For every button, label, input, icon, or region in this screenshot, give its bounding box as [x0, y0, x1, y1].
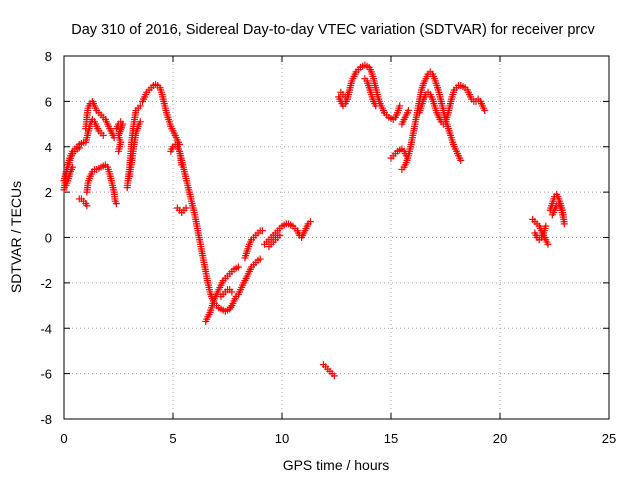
data-point [258, 227, 266, 235]
data-point [542, 222, 550, 230]
y-tick-label: 6 [45, 94, 52, 109]
data-point [227, 303, 235, 311]
data-points [60, 61, 568, 380]
grid-lines [64, 56, 609, 419]
y-tick-label: -8 [40, 412, 52, 427]
data-point [136, 118, 144, 126]
y-tick-label: 4 [45, 140, 52, 155]
chart-title: Day 310 of 2016, Sidereal Day-to-day VTE… [71, 22, 595, 38]
data-point [544, 240, 552, 248]
y-tick-label: 2 [45, 185, 52, 200]
x-tick-label: 0 [60, 431, 67, 446]
y-tick-label: 0 [45, 231, 52, 246]
data-point [228, 288, 236, 296]
data-point [115, 147, 122, 155]
x-axis-label: GPS time / hours [283, 457, 390, 473]
data-point [396, 102, 404, 110]
data-point [343, 91, 351, 99]
data-point [83, 202, 91, 210]
data-point [306, 218, 314, 226]
data-point [136, 102, 144, 110]
y-tick-label: -6 [40, 367, 52, 382]
x-tick-label: 5 [169, 431, 176, 446]
data-point [256, 255, 264, 263]
data-point [457, 156, 465, 164]
x-tick-label: 20 [493, 431, 507, 446]
y-tick-label: -4 [40, 321, 52, 336]
x-tick-label: 15 [384, 431, 398, 446]
data-point [330, 372, 338, 380]
y-tick-label: -2 [40, 276, 52, 291]
data-point [276, 231, 284, 239]
data-point [404, 106, 412, 114]
data-point [560, 220, 568, 228]
data-point [559, 213, 567, 221]
x-tick-label: 10 [275, 431, 289, 446]
data-point [182, 204, 190, 212]
data-point [112, 199, 120, 207]
x-tick-label: 25 [602, 431, 616, 446]
y-tick-label: 8 [45, 49, 52, 64]
data-point [75, 144, 83, 152]
data-point [372, 102, 380, 110]
y-axis-label: SDTVAR / TECUs [8, 181, 24, 293]
data-point [234, 263, 242, 271]
data-point [481, 106, 489, 114]
data-point [69, 163, 77, 171]
data-point [99, 131, 107, 139]
